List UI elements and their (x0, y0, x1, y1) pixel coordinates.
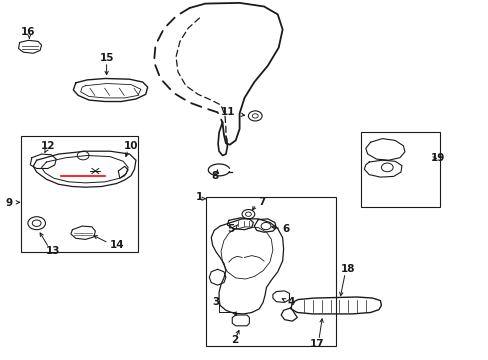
Text: 14: 14 (110, 240, 124, 250)
Text: 12: 12 (41, 141, 55, 151)
Text: 16: 16 (21, 27, 36, 37)
Text: 19: 19 (430, 153, 445, 163)
Text: 6: 6 (282, 224, 289, 234)
Text: 3: 3 (211, 297, 219, 307)
Text: 1: 1 (195, 192, 203, 202)
Text: 15: 15 (99, 53, 114, 63)
Bar (360, 132, 439, 207)
Text: 4: 4 (287, 297, 294, 307)
Text: 2: 2 (231, 335, 238, 345)
Bar (206, 197, 336, 346)
Text: 10: 10 (123, 141, 138, 151)
Text: 18: 18 (340, 264, 355, 274)
Text: 8: 8 (211, 171, 218, 181)
Text: 7: 7 (258, 197, 265, 207)
Text: 11: 11 (221, 107, 235, 117)
Text: 5: 5 (227, 224, 234, 234)
Text: 9: 9 (5, 198, 12, 208)
Text: 13: 13 (45, 246, 60, 256)
Bar (20, 136, 138, 252)
Text: 17: 17 (309, 339, 324, 349)
